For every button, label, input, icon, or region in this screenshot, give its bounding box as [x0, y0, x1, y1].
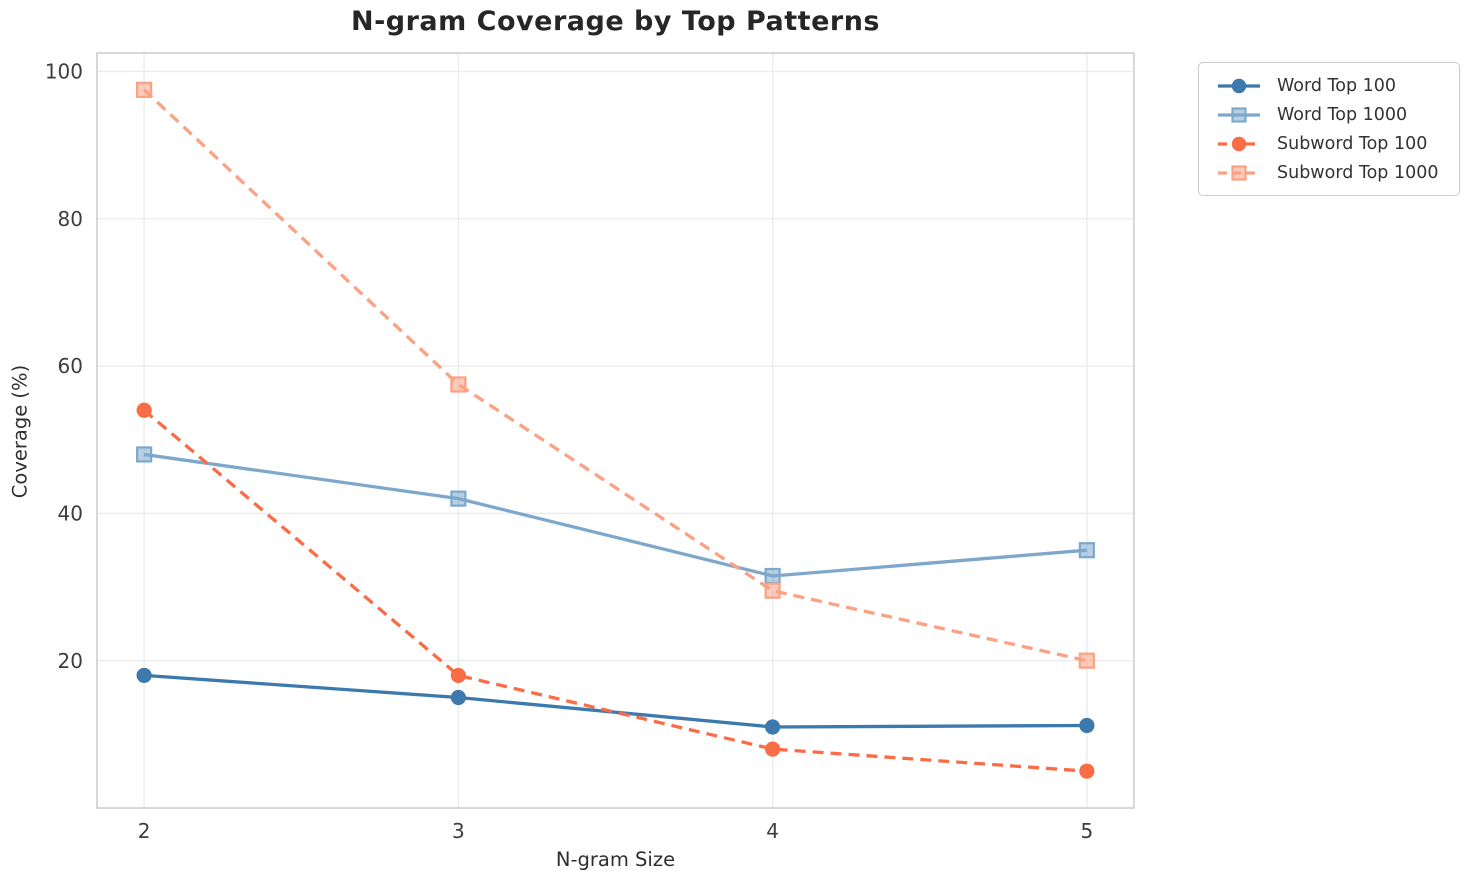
legend: Word Top 100 Word Top 1000 Subword Top 100…: [1198, 62, 1460, 196]
data-point-square: [136, 81, 153, 98]
data-point-circle: [1079, 763, 1095, 779]
legend-item: Subword Top 1000: [1217, 158, 1445, 187]
data-point-circle: [136, 667, 152, 684]
y-tick-label: 80: [58, 207, 83, 231]
series-line: [143, 408, 1087, 773]
x-tick-label: 2: [138, 819, 151, 843]
y-tick-label: 40: [58, 502, 83, 526]
data-point-square: [764, 582, 781, 599]
legend-line-square-icon: [1218, 106, 1260, 123]
legend-label: Word Top 1000: [1277, 104, 1408, 125]
legend-item: Word Top 100: [1217, 71, 1445, 100]
data-point-square: [1078, 652, 1095, 669]
data-point-circle: [765, 741, 781, 757]
y-tick-label: 20: [58, 649, 83, 673]
y-tick-label: 100: [45, 60, 83, 84]
x-axis-label: N-gram Size: [555, 848, 676, 871]
data-point-circle: [1079, 717, 1095, 734]
series-line: [143, 452, 1087, 578]
series-line: [144, 673, 1087, 729]
legend-label: Subword Top 100: [1277, 133, 1428, 154]
data-point-square: [450, 490, 467, 507]
data-point-circle: [450, 667, 466, 684]
data-point-square: [1078, 542, 1095, 559]
legend-item: Word Top 1000: [1217, 100, 1445, 129]
data-point-circle: [765, 719, 781, 735]
data-point-square: [764, 567, 781, 585]
x-tick-label: 5: [1080, 819, 1093, 843]
legend-line-square-icon: [1218, 164, 1260, 181]
y-tick-label: 60: [58, 354, 83, 378]
legend-label: Word Top 100: [1277, 75, 1397, 96]
data-point-square: [450, 376, 467, 393]
legend-item: Subword Top 100: [1217, 129, 1445, 158]
legend-line-circle-icon: [1218, 136, 1260, 151]
plot-border: [96, 52, 1135, 809]
data-point-circle: [136, 402, 152, 418]
x-tick-label: 3: [452, 819, 465, 843]
data-point-circle: [450, 689, 466, 706]
x-tick-label: 4: [766, 819, 779, 843]
series-line: [143, 88, 1088, 663]
chart-title: N-gram Coverage by Top Patterns: [350, 6, 880, 37]
data-point-square: [136, 446, 153, 463]
legend-line-circle-icon: [1218, 78, 1260, 93]
legend-label: Subword Top 1000: [1277, 162, 1439, 183]
